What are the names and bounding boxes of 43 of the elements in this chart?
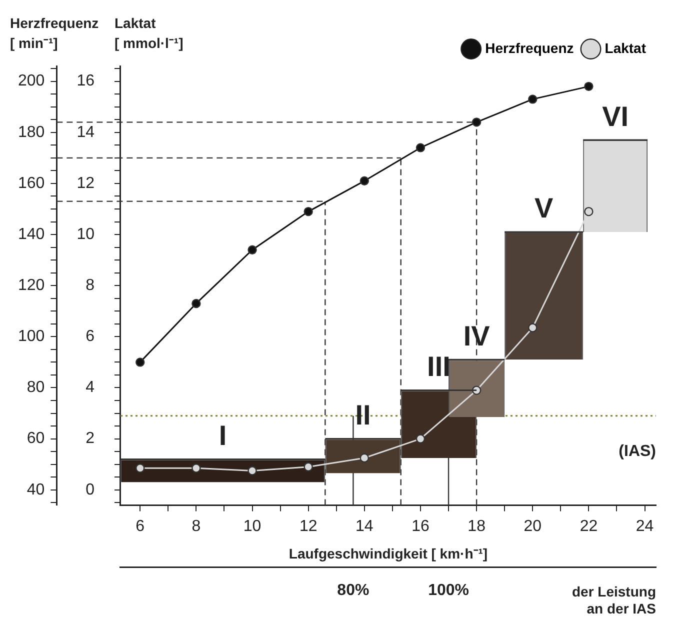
y2-tick-label: 12: [76, 174, 95, 192]
x-tick-label: 8: [192, 518, 201, 536]
x-axis-title: Laufgeschwindigkeit [ km·h⁻¹]: [288, 546, 488, 562]
y2-tick-label: 10: [76, 226, 95, 243]
x-tick-label: 12: [299, 518, 318, 536]
y2-tick-label: 4: [86, 379, 95, 396]
annotation: VI: [602, 100, 629, 132]
annotation: II: [355, 400, 371, 431]
y-tick-label: 40: [26, 481, 45, 498]
x-tick-label: 10: [243, 518, 262, 536]
y-tick-label: 80: [26, 379, 45, 396]
x-tick-label: 22: [580, 518, 598, 536]
y-tick-label: 60: [26, 430, 45, 448]
y-tick-label: 160: [18, 174, 45, 192]
y2-axis-title: Laktat [ mmol·l⁻¹]: [114, 15, 184, 51]
y2-tick-label: 8: [86, 277, 95, 294]
y-axis-title: Herzfrequenz [ min⁻¹]: [10, 15, 99, 51]
y2-tick-label: 0: [86, 481, 95, 498]
legend-label: Laktat: [604, 40, 646, 56]
y2-tick-label: 6: [86, 328, 95, 346]
y2-tick-label: 2: [86, 430, 95, 448]
legend-label: Herzfrequenz: [485, 40, 574, 56]
annotation: IV: [463, 320, 490, 352]
y2-tick-label: 16: [76, 72, 95, 90]
x2-tick-label: 100%: [428, 582, 470, 600]
x-tick-label: 14: [356, 518, 374, 536]
x-tick-label: 18: [468, 518, 486, 536]
x-tick-label: 20: [524, 518, 542, 536]
annotation: III: [427, 351, 450, 382]
x2-axis-title: der Leistung an der IAS: [572, 584, 656, 616]
x2-tick-label: 80%: [337, 582, 370, 600]
x-tick-label: 6: [136, 518, 145, 536]
annotation: V: [534, 192, 554, 224]
y-tick-label: 100: [18, 328, 45, 346]
y-tick-label: 200: [18, 72, 45, 90]
ref-line-label: (IAS): [618, 443, 656, 460]
y-tick-label: 120: [18, 277, 45, 294]
x-tick-label: 24: [636, 518, 654, 536]
annotation: I: [218, 420, 227, 451]
x-tick-label: 16: [412, 518, 430, 536]
y2-tick-label: 14: [76, 124, 95, 141]
y-tick-label: 180: [18, 124, 45, 141]
y-tick-label: 140: [18, 226, 45, 243]
